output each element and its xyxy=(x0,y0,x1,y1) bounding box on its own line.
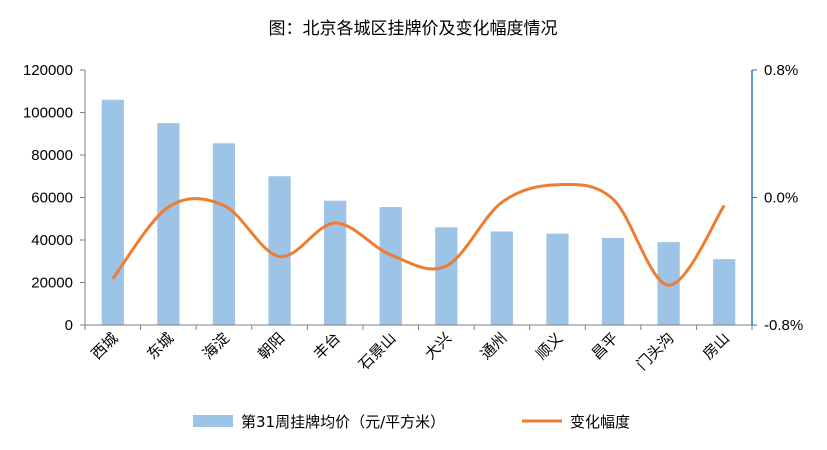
bar xyxy=(713,259,736,325)
x-tick-label: 海淀 xyxy=(199,329,233,363)
x-tick-label: 东城 xyxy=(143,329,177,363)
y-left-tick-label: 40000 xyxy=(31,232,73,249)
plot-area: 0 20000 40000 60000 80000 100000 120000 -0.8% 0.… xyxy=(23,62,803,374)
y-right-tick-label: -0.8% xyxy=(764,317,803,334)
x-tick-label: 房山 xyxy=(699,329,733,363)
x-tick-label: 顺义 xyxy=(532,329,566,363)
chart-title: 图：北京各城区挂牌价及变化幅度情况 xyxy=(269,19,558,39)
x-tick-label: 昌平 xyxy=(588,329,622,363)
y-left-tick-label: 0 xyxy=(65,317,73,334)
y-left-tick-label: 100000 xyxy=(23,105,73,122)
bar xyxy=(212,143,236,325)
legend-line-label: 变化幅度 xyxy=(570,413,630,431)
x-tick-label: 丰台 xyxy=(310,329,344,363)
y-right-tick-label: 0.8% xyxy=(764,62,798,79)
legend-bar-label: 第31周挂牌均价（元/平方米） xyxy=(241,413,445,431)
bar xyxy=(157,123,180,325)
y-left-tick-label: 120000 xyxy=(23,62,73,79)
legend-bar-swatch xyxy=(193,415,233,427)
x-tick-label: 通州 xyxy=(477,329,511,363)
x-tick-label: 朝阳 xyxy=(254,329,288,363)
y-left-tick-label: 80000 xyxy=(31,147,73,164)
legend: 第31周挂牌均价（元/平方米） 变化幅度 xyxy=(193,413,630,431)
bar xyxy=(101,99,124,325)
x-tick-label: 大兴 xyxy=(421,329,455,363)
bar xyxy=(435,227,458,325)
bar xyxy=(601,237,625,325)
bar xyxy=(657,242,680,325)
y-left-tick-label: 20000 xyxy=(31,275,73,292)
x-tick-label: 西城 xyxy=(88,329,122,363)
bar xyxy=(268,176,291,325)
bar xyxy=(379,207,402,325)
y-left-tick-label: 60000 xyxy=(31,190,73,207)
bar xyxy=(546,233,569,325)
x-tick-label: 门头沟 xyxy=(633,329,678,374)
bar xyxy=(324,200,347,325)
y-right-tick-label: 0.0% xyxy=(764,190,798,207)
series-line xyxy=(111,182,726,287)
x-tick-label: 石景山 xyxy=(355,329,400,374)
bar xyxy=(490,231,513,325)
